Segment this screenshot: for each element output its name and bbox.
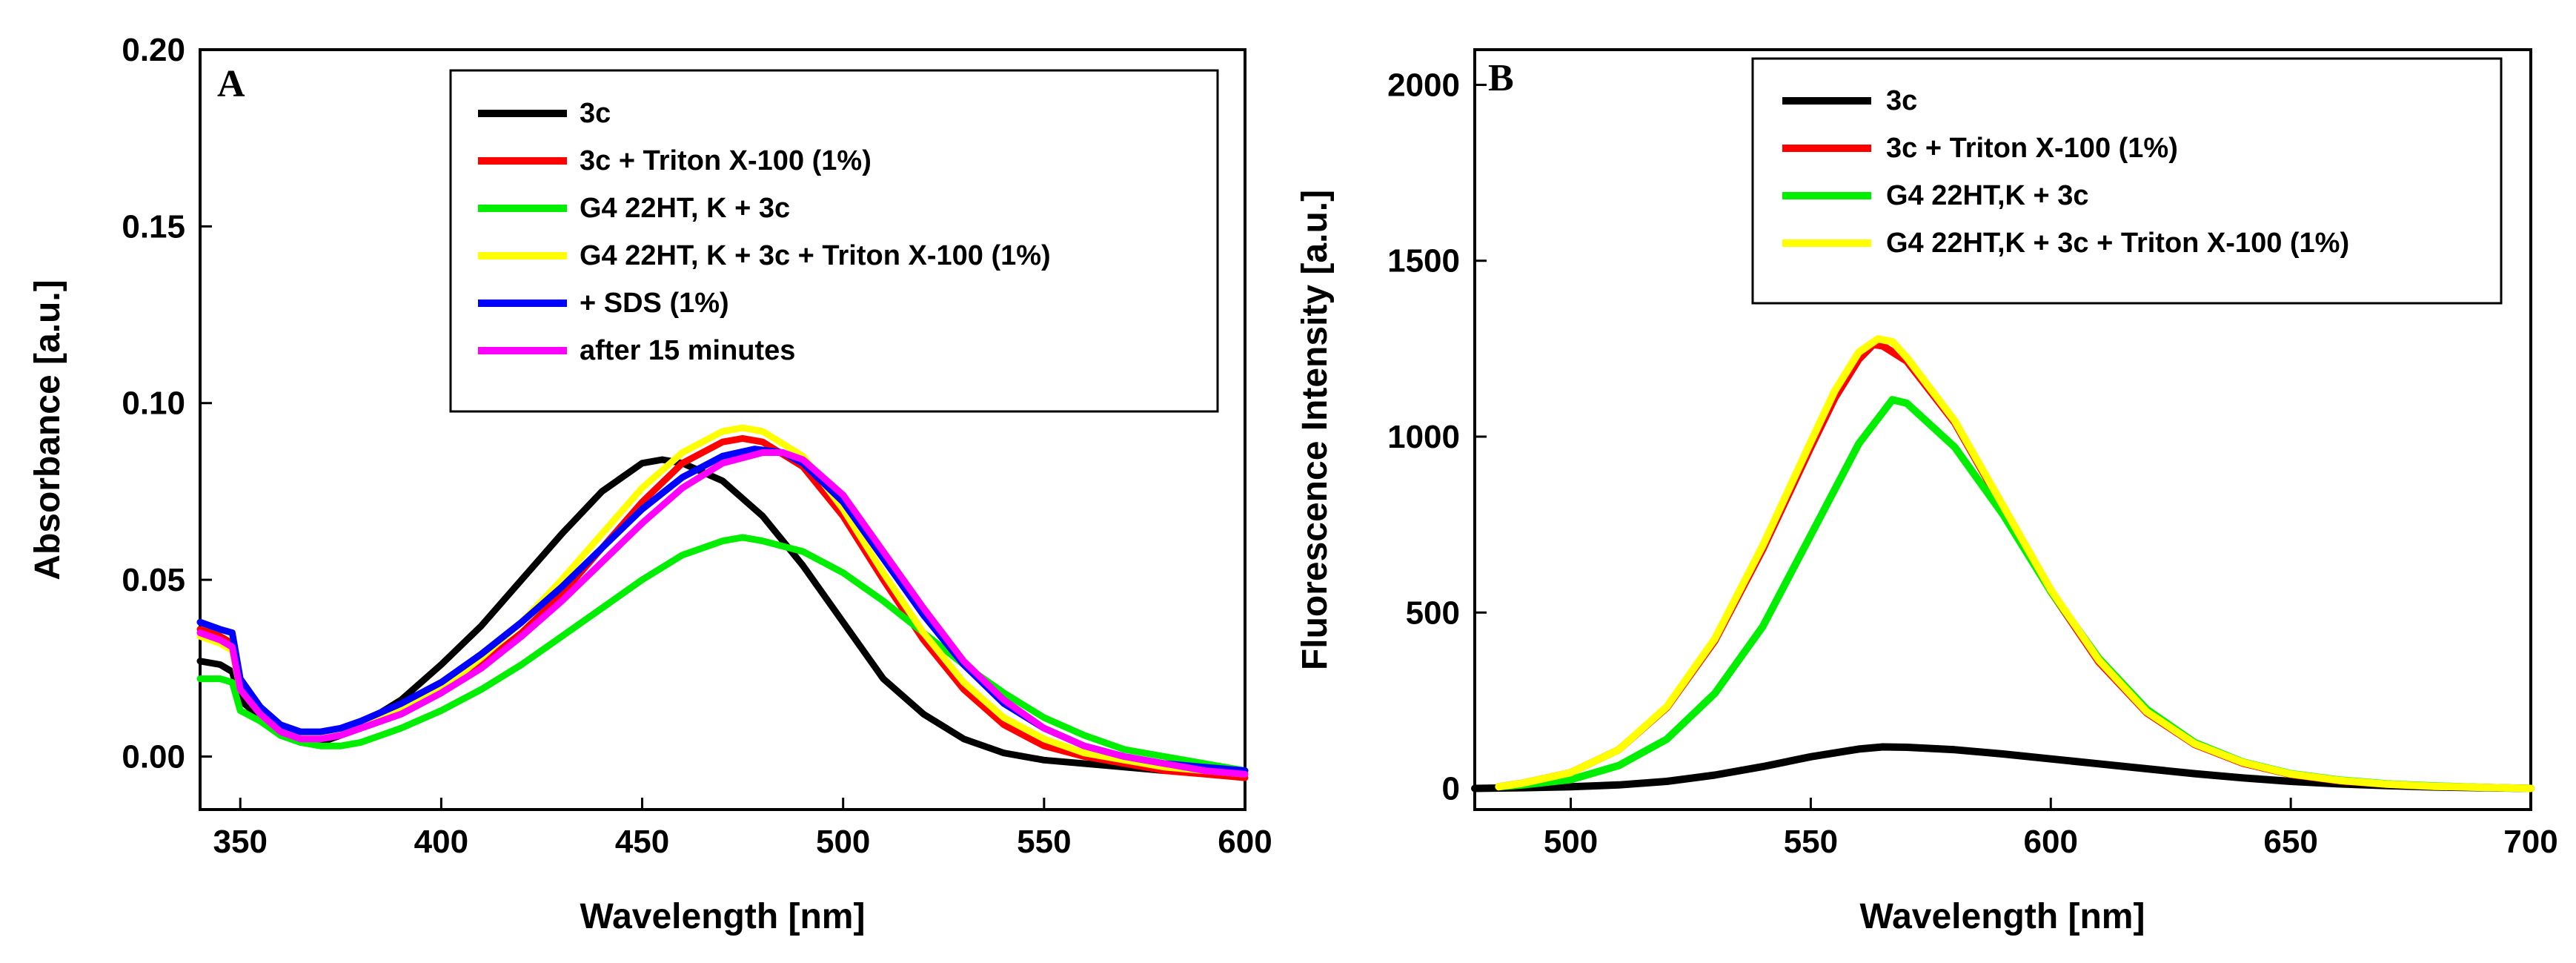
- y-axis-label-a: Absorbance [a.u.]: [28, 279, 67, 580]
- y-tick-label-a-0: 0.00: [122, 738, 185, 775]
- axis-ticks-a: 350 400 450 500 550 600 0.00 0.05 0.10 0.15 0.20: [122, 32, 1272, 860]
- y-tick-label-b-0: 0: [1442, 771, 1460, 807]
- legend-label-a-2: G4 22HT, K + 3c: [580, 193, 790, 224]
- y-tick-label-b-2: 1000: [1387, 419, 1460, 455]
- x-axis-label-b: Wavelength [nm]: [1860, 897, 2145, 936]
- x-tick-label-a-500: 500: [816, 824, 870, 860]
- x-tick-label-b-600: 600: [2024, 824, 2078, 860]
- legend-a: 3c 3c + Triton X-100 (1%) G4 22HT, K + 3c G…: [449, 69, 1219, 413]
- plot-frame-b: [1473, 48, 2532, 811]
- x-tick-label-a-600: 600: [1218, 824, 1272, 860]
- series-line-a-5: [196, 449, 1249, 778]
- series-line-b-3: [1495, 335, 2534, 792]
- x-tick-label-b-550: 550: [1784, 824, 1838, 860]
- legend-label-b-3: G4 22HT,K + 3c + Triton X-100 (1%): [1886, 228, 2349, 259]
- x-axis-label-a: Wavelength [nm]: [580, 897, 866, 936]
- chart-panel-b: 500 550 600 650 700 0 500 1000 1500 2000 B 3c 3c +…: [1295, 48, 2558, 936]
- legend-label-b-2: G4 22HT,K + 3c: [1886, 180, 2089, 211]
- legend-label-a-1: 3c + Triton X-100 (1%): [580, 145, 872, 176]
- x-tick-label-a-550: 550: [1017, 824, 1071, 860]
- series-line-a-4: [196, 446, 1249, 775]
- x-tick-label-a-450: 450: [615, 824, 669, 860]
- series-layer-a: [196, 424, 1249, 781]
- y-tick-label-a-2: 0.10: [122, 385, 185, 422]
- x-tick-label-b-650: 650: [2263, 824, 2317, 860]
- axis-ticks-b: 500 550 600 650 700 0 500 1000 1500 2000: [1387, 67, 2558, 860]
- x-tick-label-a-400: 400: [414, 824, 468, 860]
- y-tick-label-a-3: 0.15: [122, 208, 185, 245]
- panel-label-a: A: [217, 63, 245, 105]
- panel-label-b: B: [1488, 57, 1514, 99]
- chart-panel-a: 350 400 450 500 550 600 0.00 0.05 0.10 0.15 0.20 A…: [28, 32, 1272, 936]
- legend-label-b-1: 3c + Triton X-100 (1%): [1886, 133, 2178, 164]
- legend-box-b: [1751, 57, 2503, 305]
- x-tick-label-a-350: 350: [213, 824, 268, 860]
- legend-label-a-3: G4 22HT, K + 3c + Triton X-100 (1%): [580, 240, 1051, 271]
- y-tick-label-b-1: 500: [1406, 595, 1460, 631]
- series-line-b-2: [1495, 396, 2534, 792]
- y-tick-label-b-4: 2000: [1387, 67, 1460, 103]
- x-tick-label-b-700: 700: [2503, 824, 2557, 860]
- x-tick-label-b-500: 500: [1544, 824, 1598, 860]
- y-tick-label-b-3: 1500: [1387, 243, 1460, 279]
- y-tick-label-a-1: 0.05: [122, 562, 185, 598]
- legend-box-a: [449, 69, 1219, 413]
- legend-b: 3c 3c + Triton X-100 (1%) G4 22HT,K + 3c G4…: [1751, 57, 2503, 305]
- series-line-a-2: [196, 534, 1249, 775]
- plot-frame-a: [199, 48, 1246, 811]
- legend-label-a-4: + SDS (1%): [580, 288, 729, 319]
- series-layer-b: [1471, 335, 2534, 792]
- legend-label-a-0: 3c: [580, 98, 611, 129]
- y-tick-label-a-4: 0.20: [122, 32, 185, 68]
- y-axis-label-b: Fluorescence Intensity [a.u.]: [1295, 190, 1335, 670]
- legend-label-a-5: after 15 minutes: [580, 335, 795, 366]
- legend-label-b-0: 3c: [1886, 85, 1917, 116]
